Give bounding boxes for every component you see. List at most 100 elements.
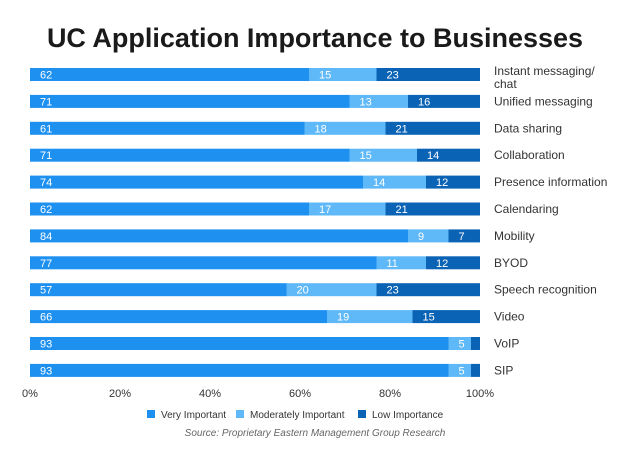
bar-value-label: 15 <box>360 150 372 162</box>
x-tick-label: 20% <box>109 388 131 400</box>
bar-value-label: 71 <box>40 150 52 162</box>
bar-value-label: 5 <box>459 365 465 377</box>
category-label: Presence information <box>494 175 607 189</box>
category-label: Mobility <box>494 229 535 243</box>
bar-segment <box>349 94 408 108</box>
bar-segment <box>30 283 287 297</box>
bar-segment <box>304 121 386 135</box>
bar-segment <box>426 256 480 270</box>
bar-value-label: 71 <box>40 96 52 108</box>
legend-label: Low Importance <box>372 410 444 421</box>
bar-value-label: 2 <box>481 339 487 351</box>
bar-value-label: 61 <box>40 123 52 135</box>
x-tick-label: 40% <box>199 388 221 400</box>
bar-value-label: 9 <box>418 231 424 243</box>
bar-value-label: 12 <box>436 258 448 270</box>
bar-value-label: 19 <box>337 312 349 324</box>
bar-value-label: 17 <box>319 204 331 216</box>
bar-value-label: 14 <box>427 150 439 162</box>
bar-value-label: 93 <box>40 365 52 377</box>
bar-segment <box>376 283 480 297</box>
bar-value-label: 5 <box>459 339 465 351</box>
source-note: Source: Proprietary Eastern Management G… <box>185 428 446 439</box>
legend: Very Important Moderately Important Low Im… <box>147 410 444 421</box>
category-label: VoIP <box>494 337 519 351</box>
x-axis-ticks: 0% 20% 40% 60% 80% 100% <box>22 388 494 400</box>
bar-value-label: 21 <box>396 123 408 135</box>
bar-segment <box>385 202 480 216</box>
bar-value-label: 15 <box>423 312 435 324</box>
bar-segment <box>448 229 480 243</box>
category-label: Video <box>494 310 525 324</box>
bar-segment <box>385 121 480 135</box>
bar-segment <box>363 175 426 189</box>
bar-value-label: 57 <box>40 285 52 297</box>
legend-label: Very Important <box>161 410 226 421</box>
bar-segment <box>376 68 480 81</box>
bar-segment <box>30 121 305 135</box>
bar-segment <box>30 202 309 216</box>
legend-swatch <box>147 410 155 418</box>
bar-segment <box>349 148 417 162</box>
category-label: Instant messaging/chat <box>494 64 595 91</box>
bar-segment <box>30 310 327 324</box>
bar-value-label: 16 <box>418 96 430 108</box>
bar-value-label: 13 <box>360 96 372 108</box>
bar-segment <box>412 310 480 324</box>
bar-segment <box>30 363 449 377</box>
bar-segment <box>30 148 350 162</box>
bar-value-label: 11 <box>387 258 398 270</box>
bar-value-label: 62 <box>40 70 52 82</box>
bar-segment <box>408 94 480 108</box>
bar-segment <box>327 310 413 324</box>
x-tick-label: 100% <box>466 388 494 400</box>
bar-value-label: 20 <box>297 285 309 297</box>
category-label: Data sharing <box>494 121 562 135</box>
bar-segment <box>30 256 377 270</box>
category-label: Speech recognition <box>494 283 597 297</box>
category-label: Unified messaging <box>494 94 593 108</box>
category-label: SIP <box>494 363 513 377</box>
bar-value-label: 93 <box>40 339 52 351</box>
bar-segment <box>309 68 377 81</box>
bar-segment <box>376 256 426 270</box>
bar-value-label: 2 <box>481 365 487 377</box>
x-tick-label: 60% <box>289 388 311 400</box>
bar-segment <box>30 94 350 108</box>
bar-segment <box>30 175 363 189</box>
bar-value-label: 18 <box>315 123 327 135</box>
category-label: BYOD <box>494 256 528 270</box>
bar-value-label: 23 <box>387 70 399 82</box>
bar-segment <box>286 283 377 297</box>
bar-segment <box>448 363 471 377</box>
category-label: Collaboration <box>494 148 565 162</box>
bar-segment <box>309 202 386 216</box>
bar-value-label: 23 <box>387 285 399 297</box>
bar-value-label: 15 <box>319 70 331 82</box>
legend-label: Moderately Important <box>250 410 345 421</box>
bar-segment <box>471 363 480 377</box>
bar-value-label: 7 <box>459 231 465 243</box>
bar-value-label: 12 <box>436 177 448 189</box>
category-label: Calendaring <box>494 202 559 216</box>
bar-value-label: 74 <box>40 177 52 189</box>
x-tick-label: 0% <box>22 388 38 400</box>
bar-segment <box>30 68 309 81</box>
bar-segment <box>471 337 480 350</box>
bar-value-label: 84 <box>40 231 52 243</box>
bar-value-label: 62 <box>40 204 52 216</box>
bar-value-label: 66 <box>40 312 52 324</box>
chart-title: UC Application Importance to Businesses <box>47 23 583 53</box>
category-labels: Instant messaging/chat Unified messaging D… <box>494 64 607 377</box>
bar-value-label: 14 <box>373 177 385 189</box>
legend-swatch <box>358 410 366 418</box>
bar-segment <box>417 148 480 162</box>
bar-segment <box>448 337 471 350</box>
bar-segment <box>408 229 449 243</box>
legend-swatch <box>236 410 244 418</box>
bar-segment <box>30 337 449 350</box>
x-tick-label: 80% <box>379 388 401 400</box>
bar-value-label: 77 <box>40 258 52 270</box>
